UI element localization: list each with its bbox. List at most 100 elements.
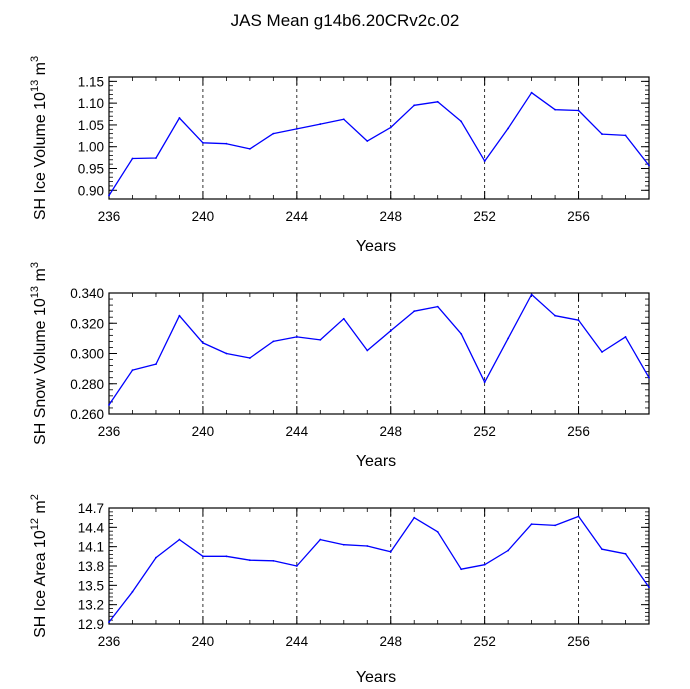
y-tick-label: 1.15 [78, 74, 104, 89]
data-point [155, 556, 157, 559]
data-point [272, 559, 275, 562]
x-axis-title: Years [356, 669, 396, 686]
data-point [577, 109, 580, 112]
y-tick-label: 13.5 [78, 578, 104, 593]
x-tick-label: 256 [567, 634, 590, 649]
plot-frame [108, 292, 650, 415]
y-axis-title: SH Snow Volume 1013 m3 [29, 262, 49, 445]
data-point [342, 118, 345, 121]
x-tick-label: 256 [567, 424, 590, 439]
data-point [436, 530, 439, 533]
data-point [460, 332, 463, 335]
data-point [507, 549, 510, 552]
data-point [225, 352, 228, 355]
data-point [389, 550, 392, 553]
data-point [648, 376, 650, 379]
data-point [648, 164, 650, 167]
x-tick-label: 236 [98, 209, 121, 224]
data-point [530, 523, 533, 526]
data-point [577, 515, 580, 518]
y-axis-title-part: SH Ice Area 10 [32, 530, 49, 638]
y-axis-title: SH Ice Area 1012 m2 [29, 494, 49, 638]
data-point [530, 91, 533, 94]
x-tick-label: 240 [192, 209, 215, 224]
data-point [554, 524, 556, 527]
data-point [155, 157, 157, 159]
plot-frame [108, 507, 650, 625]
data-point [319, 338, 322, 341]
data-point [108, 621, 110, 623]
x-tick-label: 248 [379, 424, 402, 439]
x-tick-label: 256 [567, 209, 590, 224]
data-point [178, 117, 181, 119]
data-point [342, 543, 345, 546]
data-point [248, 147, 251, 150]
data-point [601, 548, 603, 551]
y-tick-label: 13.8 [78, 559, 104, 574]
chart-panel-ice-area: 236 240 244 248 252 256 12.9 13.2 13.5 13.8 14.1 14… [29, 494, 650, 686]
y-tick-label: 14.1 [78, 540, 104, 555]
y-tick-label: 1.05 [78, 118, 104, 133]
y-tick-label: 0.340 [70, 286, 104, 301]
data-point [202, 342, 204, 344]
data-point [248, 357, 251, 359]
data-point [295, 335, 298, 338]
y-tick-label: 1.10 [78, 96, 104, 111]
data-point [108, 404, 110, 406]
x-tick-label: 244 [286, 634, 309, 649]
y-axis-title-part: m [32, 268, 49, 286]
data-point [178, 314, 181, 317]
data-point [436, 305, 439, 308]
x-axis-title: Years [356, 238, 396, 255]
data-point [389, 329, 392, 332]
data-point [601, 351, 603, 353]
x-axis-title: Years [356, 453, 396, 470]
data-point [202, 555, 204, 558]
data-point [155, 363, 157, 365]
y-tick-label: 0.320 [70, 316, 104, 331]
chart-panel-snow-volume: 236 240 244 248 252 256 0.260 0.280 0.300 0.320 0.… [29, 262, 650, 470]
x-tick-label: 248 [379, 634, 402, 649]
y-axis-title-part: m [32, 62, 49, 80]
data-point [202, 141, 204, 144]
data-point [624, 134, 627, 137]
data-point [366, 349, 369, 352]
data-point [413, 516, 416, 519]
plot-frame [108, 76, 650, 200]
data-line-snow-volume [108, 293, 650, 406]
data-point [272, 340, 275, 343]
data-point [624, 335, 627, 338]
data-point [225, 555, 228, 558]
data-line-ice-volume [108, 92, 650, 196]
y-axis-title-superscript: 3 [29, 262, 41, 268]
figure-title: JAS Mean g14b6.20CRv2c.02 [231, 11, 460, 30]
x-tick-label: 236 [98, 424, 121, 439]
data-point [530, 293, 533, 296]
data-point [248, 559, 251, 562]
data-point [225, 142, 228, 145]
y-axis-title-superscript: 13 [29, 80, 41, 92]
x-tick-label: 248 [379, 209, 402, 224]
data-point [577, 319, 580, 322]
data-point [342, 317, 345, 320]
y-tick-label: 1.00 [78, 140, 104, 155]
data-point [554, 314, 556, 317]
data-point [389, 126, 392, 129]
y-tick-label: 0.260 [70, 407, 104, 422]
data-point [648, 586, 650, 589]
x-tick-label: 240 [192, 424, 215, 439]
x-tick-label: 252 [473, 424, 496, 439]
y-axis-title-superscript: 12 [29, 518, 41, 530]
data-point [413, 104, 416, 107]
y-axis-title-part: SH Snow Volume 10 [32, 298, 49, 445]
y-tick-label: 0.90 [78, 183, 104, 198]
y-axis-title-part: SH Ice Volume 10 [32, 92, 49, 220]
data-point [295, 565, 298, 567]
data-point [178, 538, 181, 541]
data-point [319, 123, 322, 125]
data-point [366, 545, 369, 547]
data-point [460, 568, 463, 571]
data-point [295, 127, 298, 130]
data-point [624, 552, 627, 555]
